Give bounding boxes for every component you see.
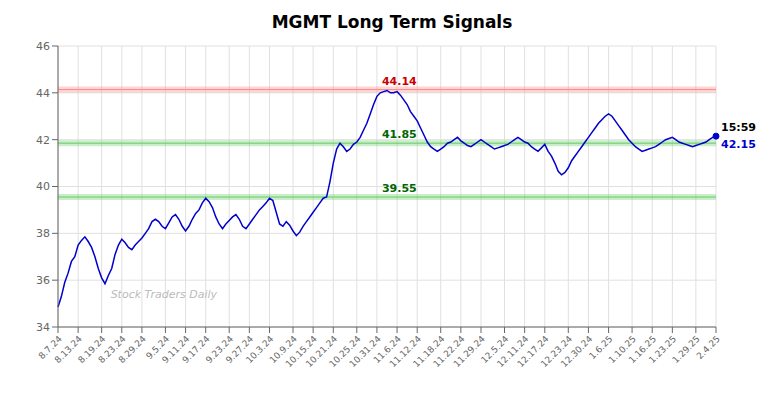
svg-text:11.22.24: 11.22.24 [431, 333, 467, 370]
svg-text:12.5.24: 12.5.24 [479, 333, 511, 366]
svg-text:1.10.25: 1.10.25 [606, 333, 638, 366]
svg-text:44: 44 [36, 87, 50, 100]
svg-text:12.30.24: 12.30.24 [559, 333, 595, 370]
svg-text:44.14: 44.14 [382, 75, 417, 88]
svg-text:41.85: 41.85 [382, 128, 417, 141]
svg-text:11.12.24: 11.12.24 [387, 333, 424, 370]
svg-text:46: 46 [36, 40, 50, 53]
svg-text:8.7.24: 8.7.24 [36, 333, 64, 362]
svg-text:39.55: 39.55 [382, 182, 417, 195]
svg-text:9.5.24: 9.5.24 [144, 333, 172, 362]
svg-text:9.11.24: 9.11.24 [160, 333, 192, 366]
svg-text:12.23.24: 12.23.24 [538, 333, 575, 370]
svg-text:10.21.24: 10.21.24 [303, 333, 340, 370]
svg-text:11.18.24: 11.18.24 [411, 333, 447, 370]
svg-text:8.13.24: 8.13.24 [52, 333, 85, 366]
svg-text:2.4.25: 2.4.25 [695, 334, 722, 361]
svg-text:34: 34 [36, 321, 50, 334]
svg-text:1.29.25: 1.29.25 [670, 334, 701, 365]
svg-text:15:59: 15:59 [721, 121, 756, 134]
svg-text:10.3.24: 10.3.24 [244, 333, 276, 366]
svg-text:42.15: 42.15 [721, 138, 756, 151]
svg-text:9.27.24: 9.27.24 [223, 333, 256, 366]
svg-text:11.6.24: 11.6.24 [371, 333, 403, 366]
svg-text:10.31.24: 10.31.24 [347, 333, 383, 370]
svg-text:10.25.24: 10.25.24 [327, 333, 363, 370]
svg-text:12.11.24: 12.11.24 [495, 333, 531, 370]
html-text:Stock Traders Daily: Stock Traders Daily [110, 287, 217, 301]
svg-text:8.19.24: 8.19.24 [76, 333, 108, 366]
svg-text:10.9.24: 10.9.24 [267, 333, 299, 366]
svg-text:38: 38 [36, 227, 50, 240]
svg-text:10.15.24: 10.15.24 [283, 333, 320, 370]
svg-text:11.29.24: 11.29.24 [452, 334, 488, 370]
svg-text:1.6.25: 1.6.25 [587, 333, 615, 362]
svg-text:1.16.25: 1.16.25 [626, 333, 659, 366]
svg-text:42: 42 [36, 134, 50, 147]
svg-text:8.29.24: 8.29.24 [116, 334, 148, 366]
svg-text:9.17.24: 9.17.24 [180, 333, 212, 366]
svg-text:8.23.24: 8.23.24 [96, 333, 128, 366]
svg-text:1.23.25: 1.23.25 [646, 333, 679, 366]
svg-text:36: 36 [36, 274, 50, 287]
svg-text:9.23.24: 9.23.24 [203, 333, 236, 366]
html-text:MGMT Long Term Signals: MGMT Long Term Signals [271, 12, 513, 32]
svg-text:40: 40 [36, 180, 50, 193]
svg-text:12.17.24: 12.17.24 [515, 333, 551, 370]
